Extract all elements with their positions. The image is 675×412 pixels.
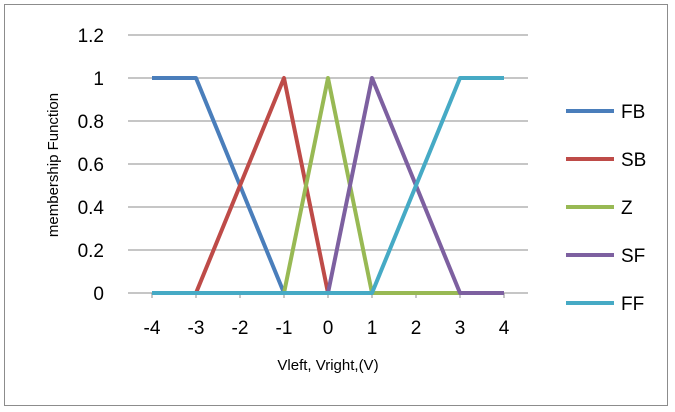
- x-tick-label: -4: [144, 318, 161, 339]
- x-tick-label: 2: [411, 318, 422, 339]
- gridlines: [128, 34, 528, 298]
- series-line-sf: [152, 76, 504, 295]
- y-axis-label: membership Function: [45, 93, 62, 237]
- x-tick-label: 1: [367, 318, 378, 339]
- series-line-ff: [152, 76, 504, 295]
- y-tick-labels: 0 0.2 0.4 0.6 0.8 1 1.2: [78, 26, 105, 305]
- legend-label-sb: SB: [621, 150, 646, 171]
- x-tick-label: 3: [455, 318, 466, 339]
- x-tick-labels: -4 -3 -2 -1 0 1 2 3 4: [144, 318, 510, 339]
- y-tick-label: 0.4: [78, 198, 105, 219]
- legend-label-z: Z: [621, 198, 633, 219]
- y-tick-label: 0.8: [78, 112, 104, 133]
- legend-label-sf: SF: [621, 246, 645, 267]
- x-tick-label: 0: [323, 318, 334, 339]
- y-tick-label: 1: [93, 69, 104, 90]
- x-axis-label: Vleft, Vright,(V): [277, 357, 378, 374]
- x-tick-label: -2: [232, 318, 249, 339]
- legend: FB SB Z SF FF: [566, 102, 646, 315]
- series-line-sb: [152, 76, 504, 295]
- legend-label-ff: FF: [621, 294, 644, 315]
- x-tick-label: 4: [499, 318, 510, 339]
- x-tick-label: -3: [188, 318, 205, 339]
- series-line-fb: [152, 76, 504, 295]
- y-tick-label: 0: [93, 284, 104, 305]
- series-lines: [152, 76, 504, 295]
- chart-frame: [4, 4, 668, 406]
- series-line-z: [152, 76, 504, 295]
- y-tick-label: 0.2: [78, 241, 104, 262]
- y-tick-label: 0.6: [78, 155, 104, 176]
- y-tick-label: 1.2: [78, 26, 104, 47]
- x-tick-label: -1: [276, 318, 293, 339]
- legend-label-fb: FB: [621, 102, 645, 123]
